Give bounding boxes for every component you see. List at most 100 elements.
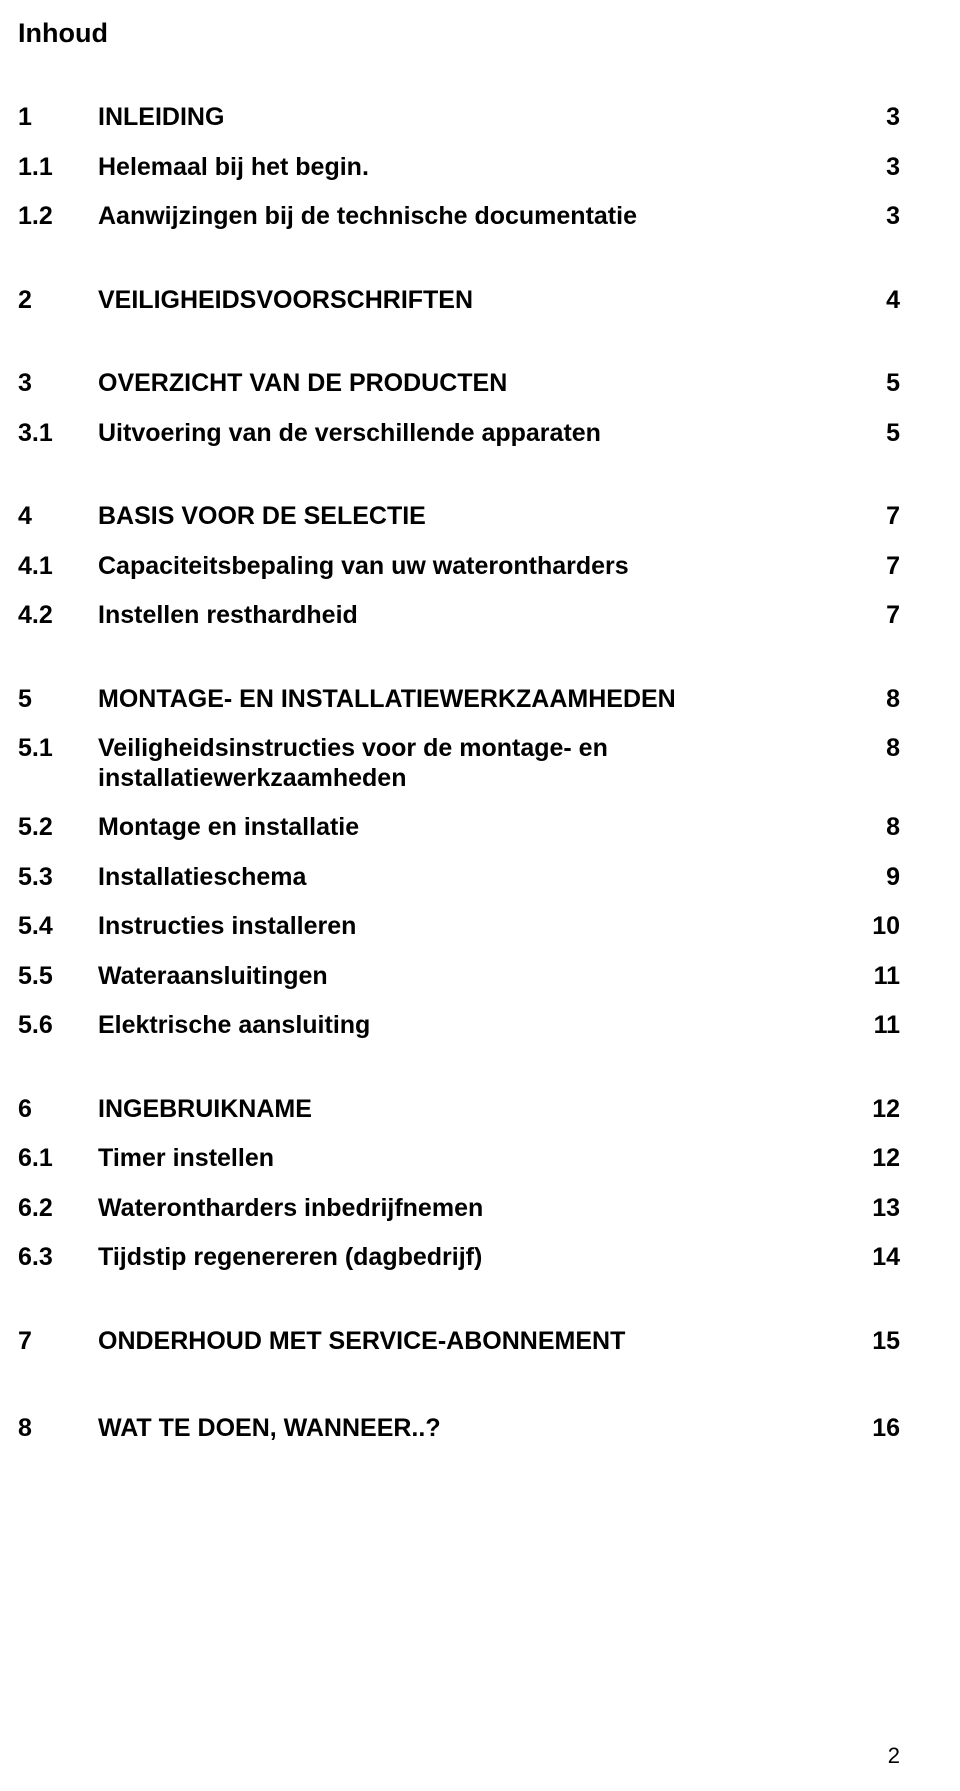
spacer [18, 1356, 900, 1414]
toc-page: 8 [856, 685, 900, 715]
toc-page: 10 [856, 912, 900, 942]
toc-row: 5.3 Installatieschema 9 [18, 863, 900, 893]
toc-page: 7 [856, 552, 900, 582]
toc-page: 3 [856, 153, 900, 183]
toc-num: 4.2 [18, 601, 98, 631]
toc-row: 3 OVERZICHT VAN DE PRODUCTEN 5 [18, 369, 900, 399]
toc-row: 4.1 Capaciteitsbepaling van uw wateronth… [18, 552, 900, 582]
toc-num: 6.1 [18, 1144, 98, 1174]
spacer [18, 991, 900, 1011]
toc-row: 3.1 Uitvoering van de verschillende appa… [18, 419, 900, 449]
toc-label: BASIS VOOR DE SELECTIE [98, 502, 856, 532]
spacer [18, 581, 900, 601]
spacer [18, 315, 900, 369]
toc-num: 2 [18, 286, 98, 316]
toc-num: 4 [18, 502, 98, 532]
spacer [18, 532, 900, 552]
toc-page: 3 [856, 202, 900, 232]
toc-num: 6 [18, 1095, 98, 1125]
toc-row: 2 VEILIGHEIDSVOORSCHRIFTEN 4 [18, 286, 900, 316]
toc-label: Aanwijzingen bij de technische documenta… [98, 202, 856, 232]
toc-label: OVERZICHT VAN DE PRODUCTEN [98, 369, 856, 399]
toc-title: Inhoud [18, 18, 900, 49]
toc-page: 5 [856, 419, 900, 449]
toc-page: 13 [856, 1194, 900, 1224]
toc-num: 5.6 [18, 1011, 98, 1041]
spacer [18, 892, 900, 912]
toc-label: WAT TE DOEN, WANNEER..? [98, 1414, 856, 1444]
toc-label: Capaciteitsbepaling van uw waterontharde… [98, 552, 856, 582]
toc-row: 6.1 Timer instellen 12 [18, 1144, 900, 1174]
toc-page: 15 [856, 1327, 900, 1357]
toc-row: 8 WAT TE DOEN, WANNEER..? 16 [18, 1414, 900, 1444]
toc-page: 14 [856, 1243, 900, 1273]
toc-page: 8 [856, 813, 900, 843]
toc-label: INGEBRUIKNAME [98, 1095, 856, 1125]
toc-label: Montage en installatie [98, 813, 856, 843]
toc-label: Wateraansluitingen [98, 962, 856, 992]
spacer [18, 1174, 900, 1194]
toc-label: VEILIGHEIDSVOORSCHRIFTEN [98, 286, 856, 316]
spacer [18, 133, 900, 153]
spacer [18, 232, 900, 286]
toc-label: Timer instellen [98, 1144, 856, 1174]
spacer [18, 714, 900, 734]
toc-page: 9 [856, 863, 900, 893]
toc-label: MONTAGE- EN INSTALLATIEWERKZAAMHEDEN [98, 685, 856, 715]
toc-row: 4 BASIS VOOR DE SELECTIE 7 [18, 502, 900, 532]
spacer [18, 448, 900, 502]
toc-row: 6.3 Tijdstip regenereren (dagbedrijf) 14 [18, 1243, 900, 1273]
spacer [18, 1041, 900, 1095]
toc-num: 8 [18, 1414, 98, 1444]
toc-num: 5 [18, 685, 98, 715]
spacer [18, 182, 900, 202]
toc-label: Elektrische aansluiting [98, 1011, 856, 1041]
toc-page: 12 [856, 1144, 900, 1174]
toc-page: 8 [856, 734, 900, 764]
spacer [18, 631, 900, 685]
toc-label: Installatieschema [98, 863, 856, 893]
toc-row: 1.2 Aanwijzingen bij de technische docum… [18, 202, 900, 232]
toc-label: Veiligheidsinstructies voor de montage- … [98, 734, 856, 793]
toc-label: Tijdstip regenereren (dagbedrijf) [98, 1243, 856, 1273]
toc-page: 16 [856, 1414, 900, 1444]
toc-row: 5.5 Wateraansluitingen 11 [18, 962, 900, 992]
toc-num: 5.5 [18, 962, 98, 992]
toc-num: 5.3 [18, 863, 98, 893]
toc-num: 3.1 [18, 419, 98, 449]
toc-num: 7 [18, 1327, 98, 1357]
spacer [18, 1124, 900, 1144]
toc-num: 5.4 [18, 912, 98, 942]
toc-num: 3 [18, 369, 98, 399]
toc-num: 1 [18, 103, 98, 133]
toc-label: INLEIDING [98, 103, 856, 133]
toc-num: 6.2 [18, 1194, 98, 1224]
toc-page: 7 [856, 601, 900, 631]
spacer [18, 1273, 900, 1327]
toc-num: 1.2 [18, 202, 98, 232]
toc-label: Waterontharders inbedrijfnemen [98, 1194, 856, 1224]
spacer [18, 843, 900, 863]
toc-row: 1.1 Helemaal bij het begin. 3 [18, 153, 900, 183]
toc-page: 5 [856, 369, 900, 399]
spacer [18, 1223, 900, 1243]
toc-num: 6.3 [18, 1243, 98, 1273]
spacer [18, 793, 900, 813]
spacer [18, 399, 900, 419]
toc-label: Helemaal bij het begin. [98, 153, 856, 183]
toc-row: 5.1 Veiligheidsinstructies voor de monta… [18, 734, 900, 793]
toc-label: Instructies installeren [98, 912, 856, 942]
toc-label: ONDERHOUD MET SERVICE-ABONNEMENT [98, 1327, 856, 1357]
toc-num: 5.2 [18, 813, 98, 843]
toc-page: 4 [856, 286, 900, 316]
page-number: 2 [888, 1743, 900, 1769]
toc-label: Uitvoering van de verschillende apparate… [98, 419, 856, 449]
toc-row: 1 INLEIDING 3 [18, 103, 900, 133]
toc-row: 5.2 Montage en installatie 8 [18, 813, 900, 843]
toc-page: 11 [856, 1011, 900, 1041]
page: Inhoud 1 INLEIDING 3 1.1 Helemaal bij he… [0, 0, 960, 1791]
toc-row: 6 INGEBRUIKNAME 12 [18, 1095, 900, 1125]
toc-page: 12 [856, 1095, 900, 1125]
toc-row: 5.6 Elektrische aansluiting 11 [18, 1011, 900, 1041]
toc-row: 5.4 Instructies installeren 10 [18, 912, 900, 942]
